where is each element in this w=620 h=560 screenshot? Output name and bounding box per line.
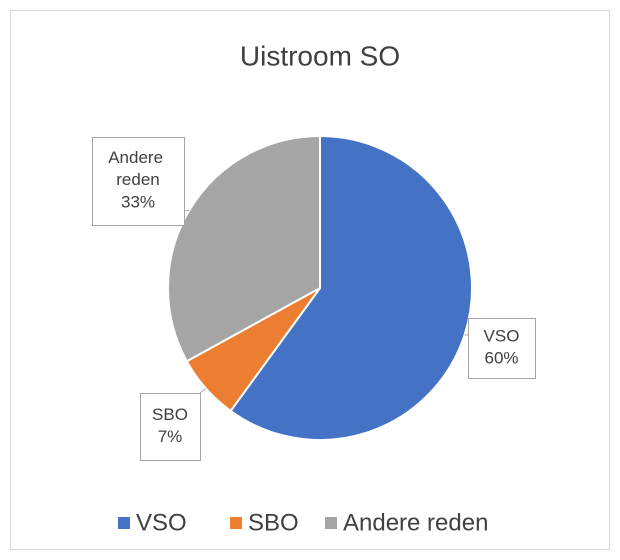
data-label-value: 33% xyxy=(121,192,155,211)
pie-slice xyxy=(167,134,321,363)
legend-label: Andere reden xyxy=(343,509,488,536)
label-box xyxy=(468,318,536,379)
pie-slice xyxy=(229,134,473,441)
legend-label: SBO xyxy=(248,509,299,536)
legend-swatch xyxy=(325,517,337,529)
label-box xyxy=(92,137,185,226)
legend-swatch xyxy=(230,517,242,529)
data-label-category: SBO xyxy=(152,405,188,424)
data-label-category: VSO xyxy=(484,326,520,345)
label-box xyxy=(140,393,201,461)
data-label-value: 7% xyxy=(158,427,183,446)
data-label-category: Andere reden xyxy=(108,148,168,189)
data-label-value: 60% xyxy=(484,348,518,367)
leader-line xyxy=(199,388,207,394)
chart-title: Uistroom SO xyxy=(240,40,400,71)
legend-label: VSO xyxy=(136,509,187,536)
legend-swatch xyxy=(118,517,130,529)
